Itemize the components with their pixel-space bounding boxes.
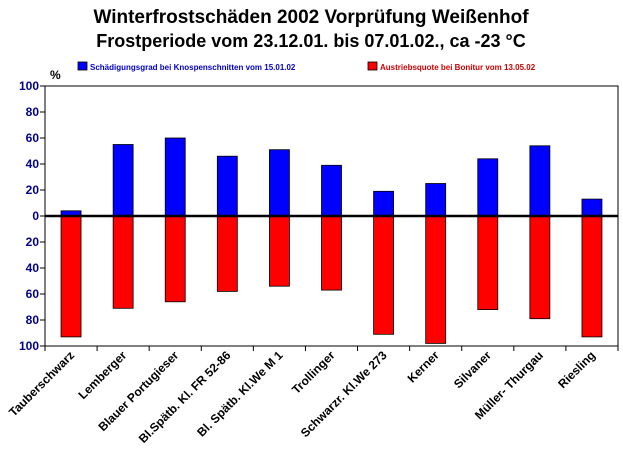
y-tick-label: 20: [26, 183, 40, 197]
legend-swatch-budding: [367, 61, 378, 71]
y-tick-label: 60: [26, 287, 40, 301]
bar-budding: [269, 215, 290, 287]
bar-budding: [164, 215, 186, 303]
bar-damage: [269, 149, 290, 217]
y-tick-label: 100: [19, 339, 39, 353]
y-tick-label: 40: [26, 157, 40, 171]
bar-damage: [164, 137, 186, 217]
bar-damage: [321, 164, 342, 217]
y-tick-label: 80: [26, 313, 40, 327]
bar-budding: [581, 215, 603, 338]
bar-damage: [216, 155, 238, 217]
bar-budding: [321, 215, 342, 291]
category-label: Bl.Spätb. Kl. FR 52-86: [136, 348, 234, 446]
bar-budding: [112, 215, 134, 309]
bar-damage: [373, 190, 394, 217]
y-tick-label: 20: [26, 235, 40, 249]
y-tick-label: 0: [32, 209, 39, 223]
legend-item-damage: Schädigungsgrad bei Knospenschnitten vom…: [77, 61, 296, 72]
category-label: Kerner: [405, 348, 442, 385]
bar-budding: [216, 215, 238, 292]
legend-swatch-damage: [77, 61, 88, 71]
bar-budding: [373, 215, 394, 335]
category-label: Riesling: [555, 348, 598, 391]
bar-damage: [112, 144, 134, 217]
category-label: Schwarzr. Kl.We 273: [298, 348, 390, 440]
y-tick-label: 60: [26, 131, 40, 145]
bar-damage: [425, 183, 447, 217]
y-tick-label: 40: [26, 261, 40, 275]
bar-budding: [477, 215, 499, 310]
bar-budding: [529, 215, 551, 320]
y-tick-label: 100: [19, 79, 39, 93]
category-label: Bl. Spätb. Kl.We M 1: [194, 348, 286, 440]
category-label: Silvaner: [451, 348, 494, 391]
bar-damage: [477, 158, 499, 217]
category-label: Tauberschwarz: [6, 348, 77, 419]
category-label: Trollinger: [289, 348, 338, 397]
plot-area: 10080604020020406080100TauberschwarzLemb…: [6, 79, 619, 446]
bar-budding: [425, 215, 447, 344]
bar-damage: [529, 145, 551, 217]
chart-title: Winterfrostschäden 2002 Vorprüfung Weiße…: [93, 7, 529, 28]
chart-subtitle: Frostperiode vom 23.12.01. bis 07.01.02.…: [96, 31, 525, 51]
bar-damage: [581, 198, 603, 217]
legend-label-damage: Schädigungsgrad bei Knospenschnitten vom…: [90, 63, 296, 72]
legend-label-budding: Austriebsquote bei Bonitur vom 13.05.02: [380, 63, 536, 72]
category-label: Lemberger: [75, 348, 129, 402]
bar-budding: [60, 215, 82, 338]
y-axis-unit: %: [50, 68, 61, 82]
legend-item-budding: Austriebsquote bei Bonitur vom 13.05.02: [367, 61, 536, 72]
y-tick-label: 80: [26, 105, 40, 119]
